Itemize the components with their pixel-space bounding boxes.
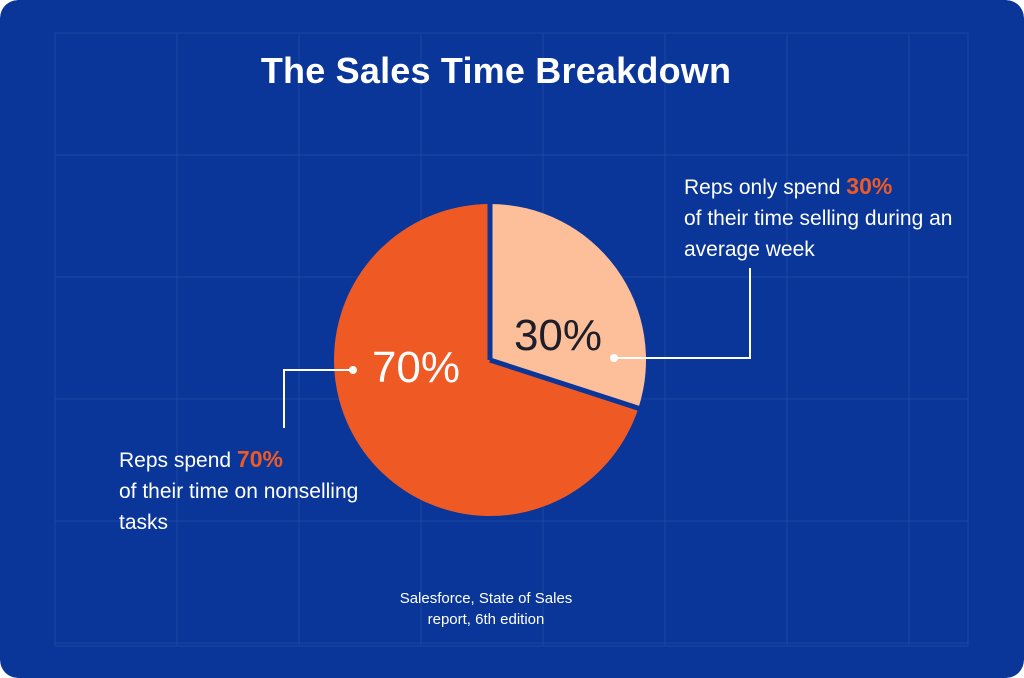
slice-label-nonselling: 70% [372, 343, 460, 392]
callout-nonselling: Reps spend 70% of their time on nonselli… [119, 444, 359, 538]
slice-labels: 30% 70% [372, 311, 602, 392]
leader-line-selling [614, 268, 751, 359]
leader-lines [283, 268, 751, 428]
leader-line-nonselling [283, 369, 353, 428]
leader-dot-selling [610, 354, 618, 362]
callout-nonselling-highlight: 70% [236, 446, 283, 472]
source-note: Salesforce, State of Sales report, 6th e… [370, 588, 602, 630]
callout-selling-text: of their time selling during an average … [684, 207, 953, 261]
slice-nonselling [334, 204, 639, 516]
page-title: The Sales Time Breakdown [260, 50, 732, 91]
callout-selling-prefix: Reps only spend [684, 176, 847, 199]
callout-selling: Reps only spend 30% of their time sellin… [684, 171, 1004, 265]
slice-label-selling: 30% [514, 311, 602, 360]
slice-separator [489, 357, 642, 412]
leader-dot-nonselling [349, 366, 357, 374]
source-line-1: Salesforce, State of Sales [399, 590, 573, 607]
slice-selling [490, 204, 647, 409]
callout-selling-highlight: 30% [846, 173, 893, 199]
pie-slices [334, 202, 647, 516]
source-line-2: report, 6th edition [427, 611, 545, 628]
callout-nonselling-prefix: Reps spend [119, 449, 237, 472]
grid-frame [54, 32, 969, 647]
callout-nonselling-text: of their time on nonselling tasks [119, 480, 359, 534]
